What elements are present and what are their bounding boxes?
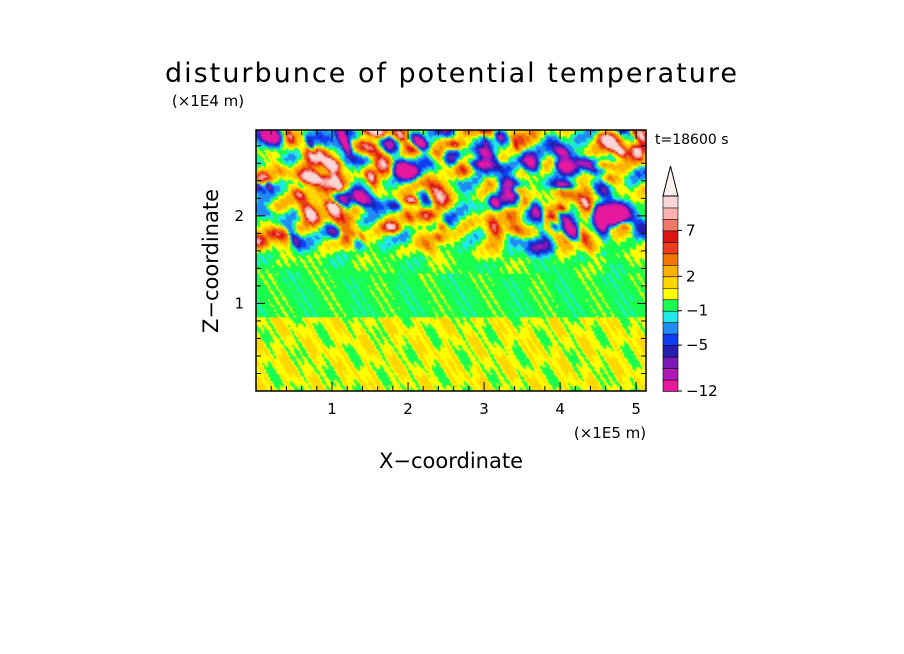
- colorbar-label: 2: [686, 267, 696, 285]
- colorbar-segment: [662, 287, 679, 301]
- colorbar-label: 7: [686, 221, 696, 239]
- colorbar-segment: [662, 333, 679, 346]
- x-axis-label: X−coordinate: [379, 449, 523, 473]
- x-tick-label: 1: [327, 400, 337, 418]
- x-tick-label: 4: [555, 400, 565, 418]
- colorbar-segment: [662, 344, 679, 358]
- x-tick-label: 3: [479, 400, 489, 418]
- contour-image: [256, 130, 646, 391]
- colorbar-label: −12: [686, 382, 718, 400]
- y-axis-label: Z−coordinate: [199, 189, 223, 333]
- colorbar-segment: [662, 298, 679, 312]
- colorbar-segment: [662, 264, 679, 278]
- colorbar-segment: [662, 241, 679, 255]
- colorbar-label: −1: [686, 302, 708, 320]
- colorbar-segment: [662, 321, 679, 335]
- colorbar: −12−5−127: [662, 165, 718, 400]
- colorbar-label: −5: [686, 336, 708, 354]
- colorbar-segment: [662, 367, 679, 381]
- plot-frame: [255, 129, 647, 392]
- x-tick-label: 5: [631, 400, 641, 418]
- colorbar-segment: [662, 275, 679, 289]
- colorbar-segment: [662, 195, 679, 209]
- colorbar-segment: [662, 356, 679, 369]
- colorbar-segment: [662, 310, 679, 323]
- colorbar-segment: [662, 218, 679, 232]
- y-tick-label: 2: [234, 207, 244, 225]
- x-axis-unit: (×1E5 m): [574, 424, 646, 442]
- colorbar-segment: [662, 230, 679, 243]
- y-axis: 12: [234, 145, 646, 374]
- colorbar-segment: [662, 207, 679, 220]
- time-label: t=18600 s: [655, 132, 729, 148]
- chart-title: disturbunce of potential temperature: [165, 58, 739, 89]
- colorbar-segment: [662, 379, 679, 392]
- x-axis: 1 2 3 4 5: [270, 130, 641, 418]
- y-axis-unit: (×1E4 m): [172, 92, 244, 110]
- colorbar-extend-arrow: [662, 165, 679, 197]
- y-tick-label: 1: [234, 294, 244, 312]
- x-tick-label: 2: [403, 400, 413, 418]
- colorbar-segment: [662, 253, 679, 266]
- contour-field: [256, 130, 646, 391]
